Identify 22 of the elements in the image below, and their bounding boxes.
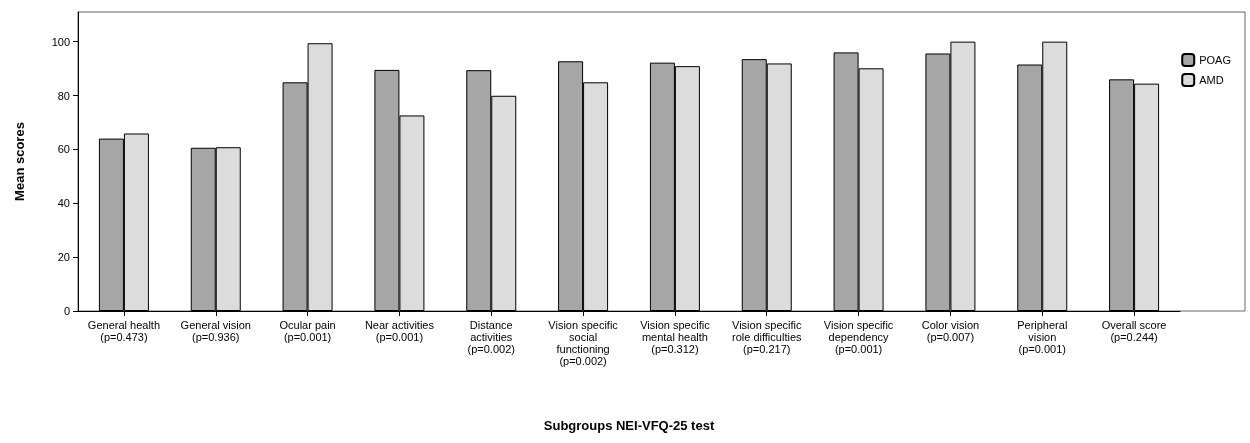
x-tick-label: Overall score (p=0.244) (1101, 319, 1167, 343)
legend-label: POAG (1199, 54, 1232, 66)
y-tick-label: 20 (57, 251, 70, 264)
x-tick-label: Vision specific role difficulties (p=0.217) (732, 319, 802, 355)
x-tick-label: Vision specific mental health (p=0.312) (640, 319, 711, 355)
y-tick-label: 40 (57, 197, 70, 210)
y-tick-label: 100 (51, 35, 70, 48)
y-tick-label: 0 (63, 305, 70, 317)
x-tick-label: Distance activities (p=0.002) (467, 319, 515, 355)
x-tick-label: Color vision (p=0.007) (921, 319, 980, 343)
x-tick-label: Peripheral vision (p=0.001) (1017, 319, 1068, 355)
x-tick-label: General health (p=0.473) (87, 319, 160, 343)
x-tick-label: Vision specific dependency (p=0.001) (823, 319, 894, 355)
y-tick-label: 80 (57, 89, 70, 102)
x-tick-label: Near activities (p=0.001) (364, 319, 435, 343)
x-axis-title: Subgroups NEI-VFQ-25 test (543, 418, 715, 433)
x-tick-label: Ocular pain (p=0.001) (279, 319, 336, 343)
y-tick-label: 60 (57, 143, 70, 156)
legend-label: AMD (1199, 74, 1224, 86)
x-tick-label: Vision specific social functioning (p=0.002) (548, 319, 619, 367)
y-axis-title: Mean scores (12, 122, 27, 201)
x-tick-label: General vision (p=0.936) (180, 319, 251, 343)
